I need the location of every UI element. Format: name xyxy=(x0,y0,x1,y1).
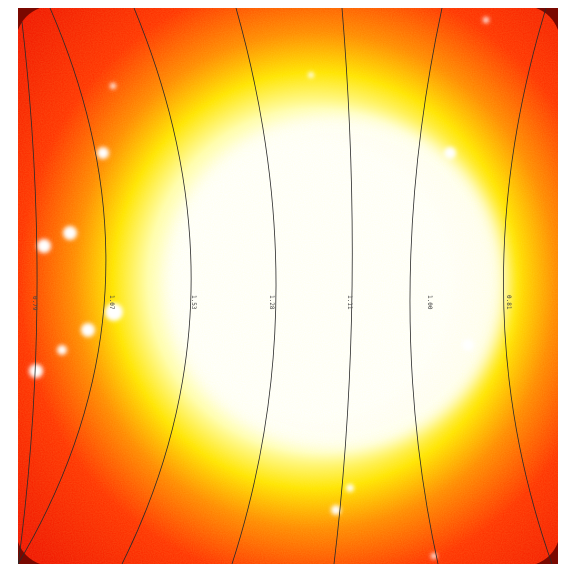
contour-label-6: 1.00 xyxy=(426,295,433,310)
contour-label-3: 1.53 xyxy=(190,295,197,310)
contour-label-4: 1.28 xyxy=(268,295,275,310)
contour-label-1: 0.79 xyxy=(31,296,38,311)
heat-map-image: 0.79 1.07 1.53 1.28 1.11 1.00 0.81 xyxy=(18,8,558,564)
noise-overlay xyxy=(18,8,558,564)
heat-map-svg: 0.79 1.07 1.53 1.28 1.11 1.00 0.81 xyxy=(18,8,558,564)
contour-label-2: 1.07 xyxy=(108,295,115,310)
contour-label-7: 0.81 xyxy=(505,295,512,310)
contour-label-5: 1.11 xyxy=(346,295,353,310)
